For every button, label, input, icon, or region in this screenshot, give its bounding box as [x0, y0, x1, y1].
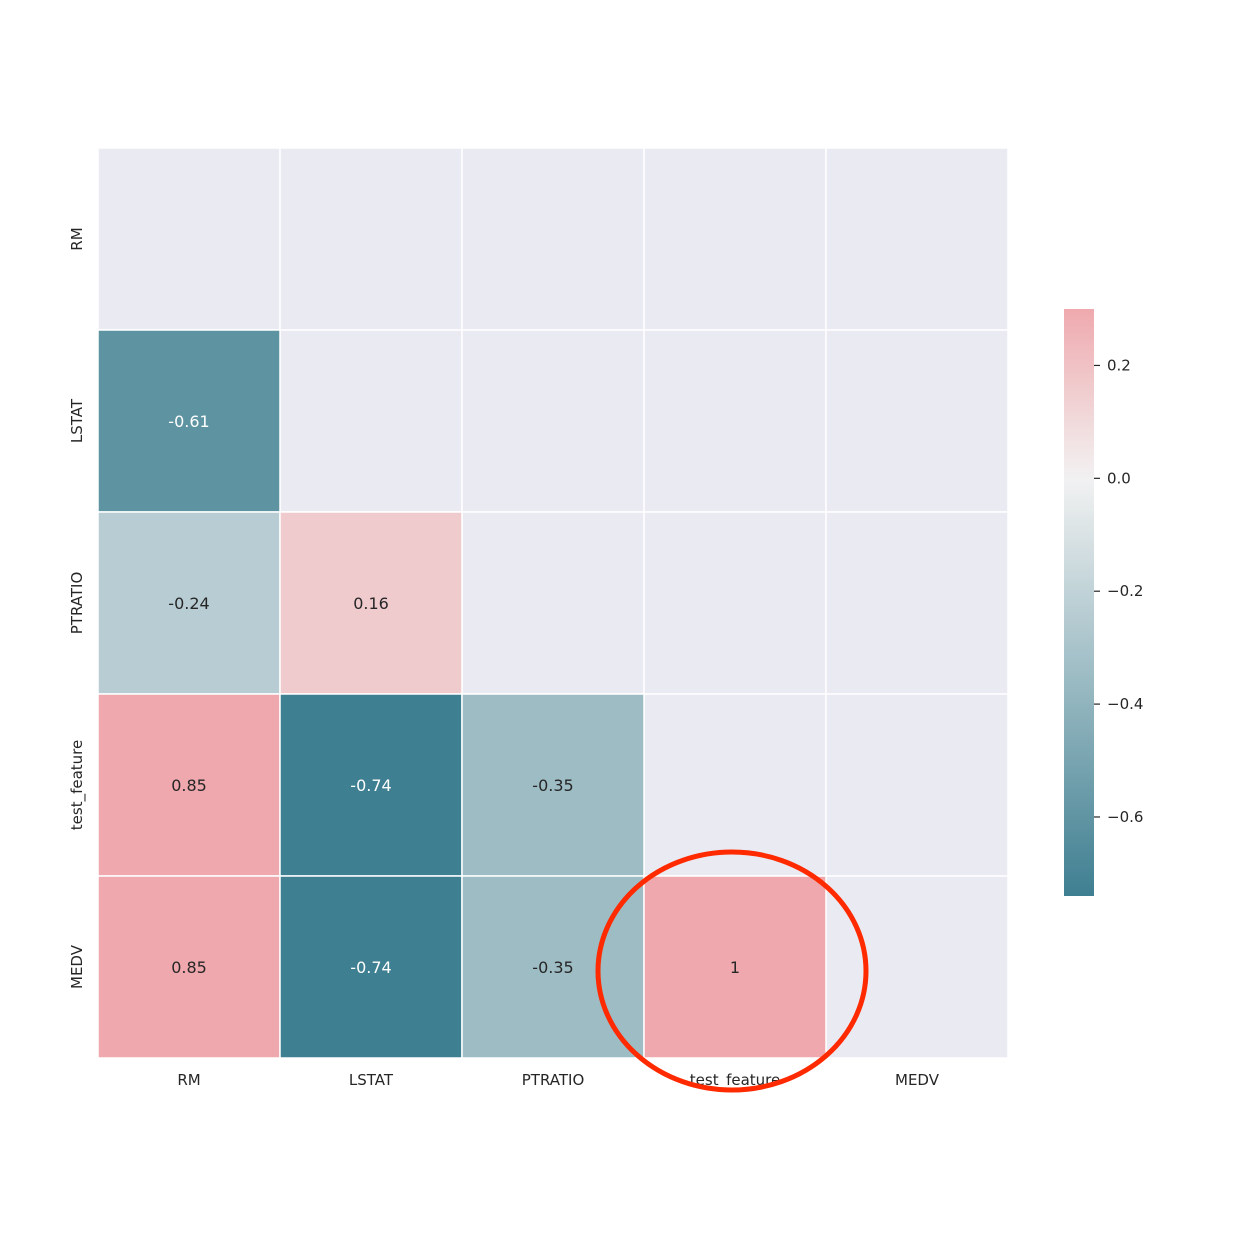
masked-cell: [97, 147, 281, 331]
cell-value-label: -0.24: [168, 594, 209, 613]
masked-cell: [643, 329, 827, 513]
y-tick-label: LSTAT: [68, 398, 86, 443]
cell-value-label: 0.85: [171, 776, 207, 795]
colorbar-gradient: [1064, 309, 1094, 896]
cell-value-labels: -0.61 -0.24 0.16 0.85 -0.74 -0.35 0.85 -0.74 -0.…: [168, 412, 740, 977]
cell-value-label: 0.16: [353, 594, 389, 613]
heatmap-cell: [643, 875, 827, 1059]
colorbar-tick-label: −0.2: [1107, 582, 1143, 600]
y-tick-label: RM: [68, 227, 86, 250]
x-tick-label: LSTAT: [349, 1071, 394, 1089]
heatmap-cell: [97, 329, 281, 513]
cell-value-label: -0.35: [532, 958, 573, 977]
colorbar-tick-label: −0.6: [1107, 808, 1143, 826]
masked-cell: [461, 511, 645, 695]
heatmap-cells: [97, 329, 827, 1059]
cell-value-label: -0.74: [350, 776, 391, 795]
masked-cell: [825, 693, 1009, 877]
cell-value-label: 0.85: [171, 958, 207, 977]
masked-cell: [643, 511, 827, 695]
masked-cell: [643, 693, 827, 877]
masked-cell: [825, 329, 1009, 513]
heatmap-cell: [279, 511, 463, 695]
x-tick-labels: RM LSTAT PTRATIO test_feature MEDV: [177, 1071, 939, 1090]
heatmap-cell: [97, 693, 281, 877]
cell-value-label: -0.74: [350, 958, 391, 977]
masked-cell: [279, 329, 463, 513]
cell-value-label: -0.35: [532, 776, 573, 795]
colorbar: 0.2 0.0 −0.2 −0.4 −0.6: [1064, 309, 1143, 896]
x-tick-label: PTRATIO: [522, 1071, 585, 1089]
y-tick-label: MEDV: [68, 944, 86, 989]
masked-cell: [825, 147, 1009, 331]
y-tick-labels: RM LSTAT PTRATIO test_feature MEDV: [68, 227, 87, 989]
y-tick-label: test_feature: [68, 740, 87, 830]
masked-cell: [461, 329, 645, 513]
colorbar-tick-label: 0.2: [1107, 356, 1131, 374]
masked-cell: [825, 875, 1009, 1059]
x-tick-label: MEDV: [895, 1071, 940, 1089]
y-tick-label: PTRATIO: [68, 572, 86, 635]
heatmap-cell: [461, 693, 645, 877]
masked-cell: [279, 147, 463, 331]
highlight-annotation: [595, 849, 869, 1093]
highlight-circle: [595, 849, 869, 1093]
masked-cell: [461, 147, 645, 331]
x-tick-label: RM: [177, 1071, 200, 1089]
masked-cell: [825, 511, 1009, 695]
cell-value-label: 1: [730, 958, 740, 977]
colorbar-tick-label: 0.0: [1107, 469, 1131, 487]
masked-cell: [643, 147, 827, 331]
colorbar-tick-label: −0.4: [1107, 695, 1143, 713]
cell-value-label: -0.61: [168, 412, 209, 431]
x-tick-label: test_feature: [690, 1071, 780, 1090]
heatmap-cell: [97, 511, 281, 695]
